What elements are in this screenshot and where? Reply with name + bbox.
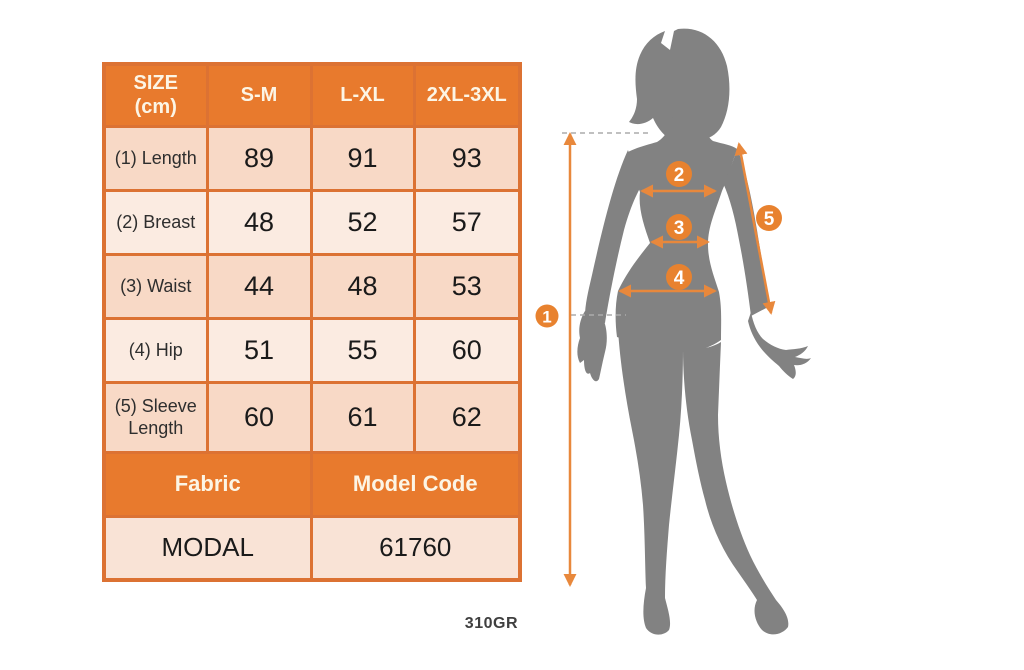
size-chart-table: SIZE (cm) S-M L-XL 2XL-3XL (1) Length 89… [102, 62, 522, 582]
size-value-cell: 62 [412, 380, 522, 454]
size-value-cell: 57 [412, 188, 522, 256]
marker-circle-4: 4 [666, 264, 692, 290]
size-value-cell: 61 [309, 380, 416, 454]
size-chart-header-row: SIZE (cm) S-M L-XL 2XL-3XL [102, 62, 522, 128]
size-row-hip: (4) Hip 51 55 60 [102, 316, 522, 384]
size-value-cell: 44 [205, 252, 313, 320]
marker-circle-3: 3 [666, 214, 692, 240]
header-size-cm: SIZE (cm) [102, 62, 209, 128]
size-value-cell: 55 [309, 316, 416, 384]
svg-text:3: 3 [674, 218, 685, 239]
fabric-modelcode-value-row: MODAL 61760 [102, 514, 522, 582]
header-size-sm: S-M [205, 62, 313, 128]
size-value-cell: 52 [309, 188, 416, 256]
marker-circle-1: 1 [535, 304, 559, 328]
marker-circle-5: 5 [756, 205, 782, 231]
model-code-header: Model Code [309, 450, 522, 518]
row-label-length: (1) Length [102, 124, 209, 192]
body-silhouette [577, 28, 811, 635]
row-label-breast: (2) Breast [102, 188, 209, 256]
row-label-sleeve-length: (5) Sleeve Length [102, 380, 209, 454]
body-measurement-diagram: 1 2 3 4 5 [528, 5, 850, 655]
sleeve-arrow [734, 142, 776, 315]
row-label-waist: (3) Waist [102, 252, 209, 320]
size-row-waist: (3) Waist 44 48 53 [102, 252, 522, 320]
svg-text:5: 5 [764, 209, 775, 230]
size-value-cell: 48 [309, 252, 416, 320]
header-size-lxl: L-XL [309, 62, 416, 128]
fabric-header: Fabric [102, 450, 313, 518]
size-value-cell: 53 [412, 252, 522, 320]
size-value-cell: 93 [412, 124, 522, 192]
weight-note: 310GR [464, 615, 518, 632]
fabric-modelcode-header-row: Fabric Model Code [102, 450, 522, 518]
header-size-2xl3xl: 2XL-3XL [412, 62, 522, 128]
size-value-cell: 51 [205, 316, 313, 384]
svg-text:2: 2 [674, 165, 685, 186]
row-label-hip: (4) Hip [102, 316, 209, 384]
size-value-cell: 91 [309, 124, 416, 192]
svg-text:1: 1 [542, 308, 551, 327]
marker-circle-2: 2 [666, 161, 692, 187]
size-row-length: (1) Length 89 91 93 [102, 124, 522, 192]
measurement-markers: 1 2 3 4 5 [535, 161, 782, 328]
size-row-sleeve-length: (5) Sleeve Length 60 61 62 [102, 380, 522, 454]
size-value-cell: 60 [205, 380, 313, 454]
model-code-value: 61760 [309, 514, 522, 582]
size-row-breast: (2) Breast 48 52 57 [102, 188, 522, 256]
size-value-cell: 48 [205, 188, 313, 256]
size-value-cell: 89 [205, 124, 313, 192]
fabric-value: MODAL [102, 514, 313, 582]
size-value-cell: 60 [412, 316, 522, 384]
svg-text:4: 4 [674, 268, 685, 289]
